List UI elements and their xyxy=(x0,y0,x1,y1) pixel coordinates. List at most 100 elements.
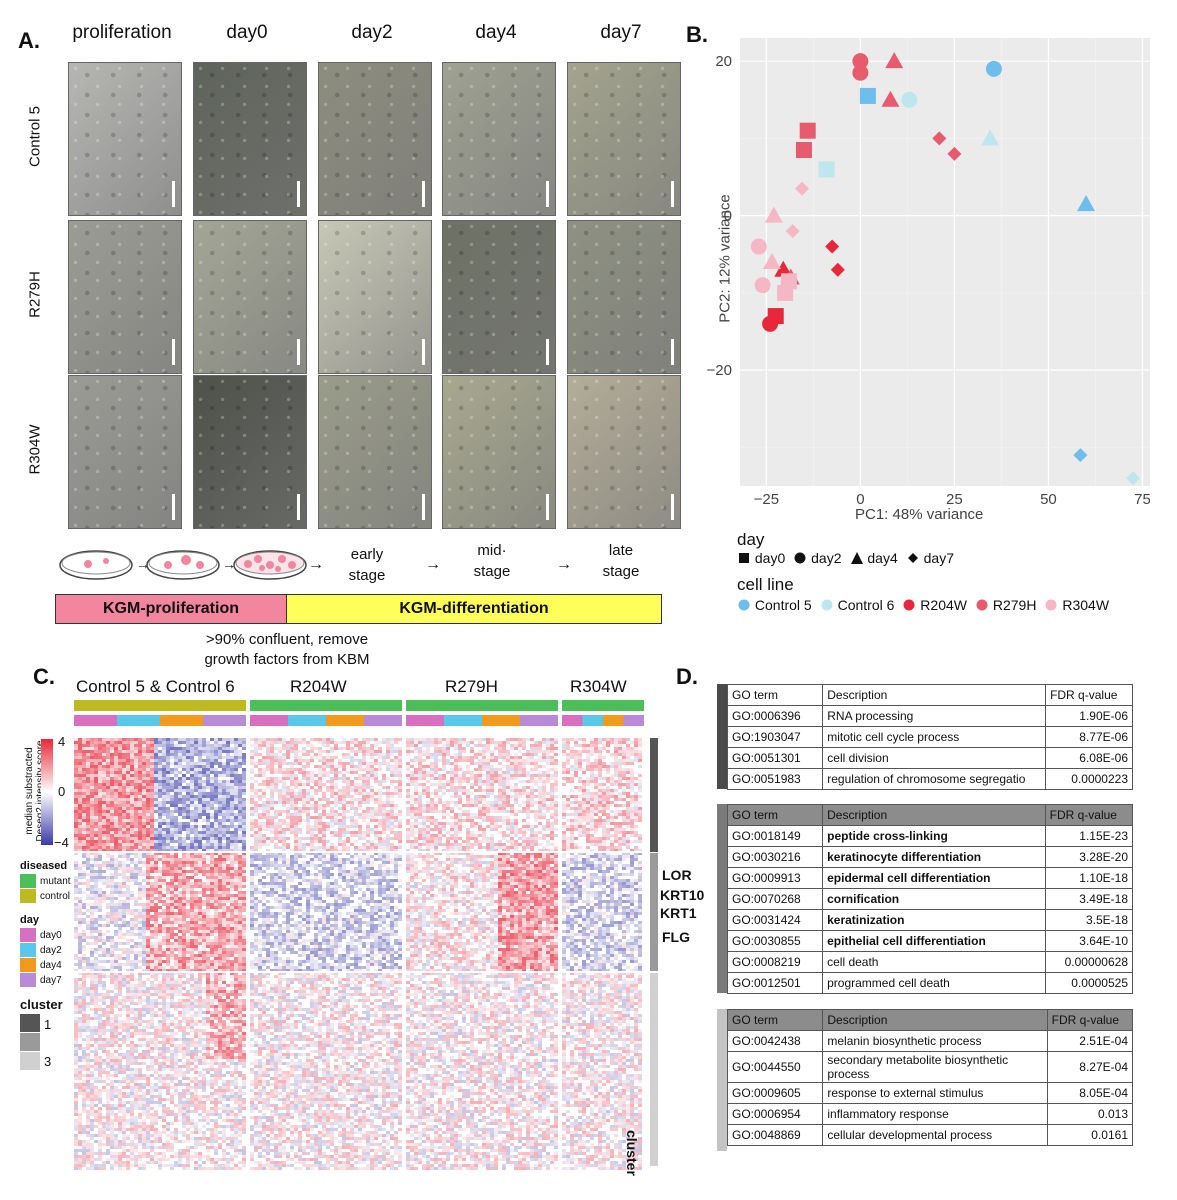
legend-swatch xyxy=(976,599,988,611)
go-table2: GO term Description FDR q-value GO:0018149 p… xyxy=(726,804,1134,994)
legend-day0: day0 xyxy=(737,550,785,566)
day-annotation-bar xyxy=(623,715,644,726)
micrograph-r304w-day2 xyxy=(318,375,432,529)
go-term-id: GO:0009913 xyxy=(726,867,824,889)
column-label-day2: day2 xyxy=(351,22,393,43)
color-scale-bar xyxy=(41,739,53,845)
pca-point-r304w-day4 xyxy=(762,253,781,269)
cluster-swatch-3 xyxy=(20,1052,40,1070)
micrograph-control-5-day7 xyxy=(567,62,681,216)
fdr-q-value: 1.15E-23 xyxy=(1044,825,1134,847)
arrow-to-mid: → xyxy=(425,556,441,573)
row-label-control-5: Control 5 xyxy=(26,106,44,167)
go-table-row: GO:0030855 epithelial cell differentiatio… xyxy=(726,930,1134,952)
fdr-q-value: 0.0161 xyxy=(1046,1124,1134,1146)
go-description: inflammatory response xyxy=(822,1103,1048,1125)
micrograph-r279h-day7 xyxy=(567,220,681,374)
legend-day4: day4 xyxy=(850,550,898,566)
go-term-id: GO:0042438 xyxy=(726,1030,824,1052)
day-label-day4: day4 xyxy=(40,960,62,971)
go-term-id: GO:0006396 xyxy=(726,705,824,727)
pca-point-control-6-day7 xyxy=(1126,471,1141,486)
fdr-q-value: 8.05E-04 xyxy=(1046,1082,1134,1104)
fdr-q-value: 8.27E-04 xyxy=(1046,1051,1134,1083)
go-description: melanin biosynthetic process xyxy=(822,1030,1048,1052)
culture-dish-diagram: → → xyxy=(59,550,307,580)
fdr-q-value: 2.51E-04 xyxy=(1046,1030,1134,1052)
x-tick-label: 75 xyxy=(1134,491,1150,508)
go-table-row: GO:1903047 mitotic cell cycle process 8.77… xyxy=(726,726,1133,748)
legend-line-label: R304W xyxy=(1062,597,1110,613)
panel-a-letter: A. xyxy=(18,28,40,53)
go-table-header: Description xyxy=(822,804,1046,826)
table3-side-stripe xyxy=(717,1009,727,1151)
scale-bar xyxy=(546,181,549,207)
go-term-id: GO:0044550 xyxy=(726,1051,824,1083)
fdr-q-value: 8.77E-06 xyxy=(1045,726,1133,748)
pca-point-r304w-day7 xyxy=(795,181,810,196)
stage-early: early stage xyxy=(348,546,386,584)
fdr-q-value: 0.0000525 xyxy=(1044,972,1134,994)
go-table3: GO term Description FDR q-value GO:0042438 m… xyxy=(726,1009,1134,1146)
go-table-row: GO:0009605 response to external stimulus 8… xyxy=(726,1082,1134,1104)
gene-krt1: KRT1 xyxy=(660,905,697,921)
go-table-header: GO term xyxy=(726,804,824,826)
pca-point-r279h-day7 xyxy=(947,146,962,161)
go-table-row: GO:0048869 cellular developmental process… xyxy=(726,1124,1134,1146)
scale-bar xyxy=(546,339,549,365)
go-table-header: GO term xyxy=(726,1009,824,1031)
legend-line-label: Control 6 xyxy=(837,597,895,613)
pca-y-axis-label: PC2: 12% variance xyxy=(716,194,734,323)
go-description: keratinocyte differentiation xyxy=(822,846,1046,868)
cluster-legend-title: cluster xyxy=(20,997,63,1012)
pca-point-r204w-day4 xyxy=(774,260,793,277)
day-annotation-bar xyxy=(288,715,326,726)
pca-point-r279h-day2 xyxy=(852,64,869,81)
arrow-to-early: → xyxy=(308,556,324,573)
row-label-r279h: R279H xyxy=(26,271,44,318)
day-swatch-day7 xyxy=(20,973,36,987)
go-term-id: GO:0006954 xyxy=(726,1103,824,1125)
y-tick-label: −20 xyxy=(707,362,732,379)
legend-line-r304w: R304W xyxy=(1044,597,1109,613)
legend-day0-label: day0 xyxy=(754,550,786,566)
x-tick-label: −25 xyxy=(754,491,779,508)
micrograph-control-5-proliferation xyxy=(68,62,182,216)
go-table-row: GO:0042438 melanin biosynthetic process 2.… xyxy=(726,1030,1134,1052)
diseased-annotation-bar xyxy=(406,700,558,711)
day-annotation-bar xyxy=(603,715,624,726)
go-description: programmed cell death xyxy=(822,972,1046,994)
kgm-proliferation-bar: KGM-proliferation xyxy=(55,594,287,624)
go-table-row: GO:0031424 keratinization 3.5E-18 xyxy=(726,909,1134,931)
y-tick-label: 0 xyxy=(724,208,732,225)
go-term-id: GO:0051983 xyxy=(726,768,824,790)
go-description: cornification xyxy=(822,888,1046,910)
go-table-row: GO:0044550 secondary metabolite biosynthe… xyxy=(726,1051,1134,1083)
go-table-header: Description xyxy=(822,684,1047,706)
go-description: response to external stimulus xyxy=(822,1082,1048,1104)
go-description: epidermal cell differentiation xyxy=(822,867,1046,889)
day-annotation-bar xyxy=(562,715,583,726)
pca-point-control-5-day7 xyxy=(1073,448,1088,463)
fdr-q-value: 0.013 xyxy=(1046,1103,1134,1125)
pca-point-r304w-day4 xyxy=(764,206,783,223)
cluster-swatch-2 xyxy=(20,1033,40,1051)
day-annotation-bar xyxy=(444,715,482,726)
day-swatch-day2 xyxy=(20,943,36,957)
diseased-label-mutant: mutant xyxy=(40,876,71,887)
go-description: cell death xyxy=(822,951,1046,973)
cluster-side-label: cluster xyxy=(624,1130,640,1176)
micrograph-control-5-day0 xyxy=(193,62,307,216)
go-term-id: GO:0030216 xyxy=(726,846,824,868)
column-label-day4: day4 xyxy=(475,22,517,43)
gene-krt10: KRT10 xyxy=(660,887,705,903)
micrograph-r279h-day4 xyxy=(442,220,556,374)
legend-swatch xyxy=(738,599,750,611)
day-swatch-day0 xyxy=(20,928,36,942)
pca-point-r304w-day2 xyxy=(754,277,771,294)
day-annotation-bar xyxy=(326,715,364,726)
day-legend-title: day xyxy=(20,914,39,926)
cluster-side-bar-3 xyxy=(650,973,658,1166)
legend-swatch xyxy=(903,599,915,611)
go-table1: GO term Description FDR q-value GO:0006396 R… xyxy=(726,684,1133,790)
